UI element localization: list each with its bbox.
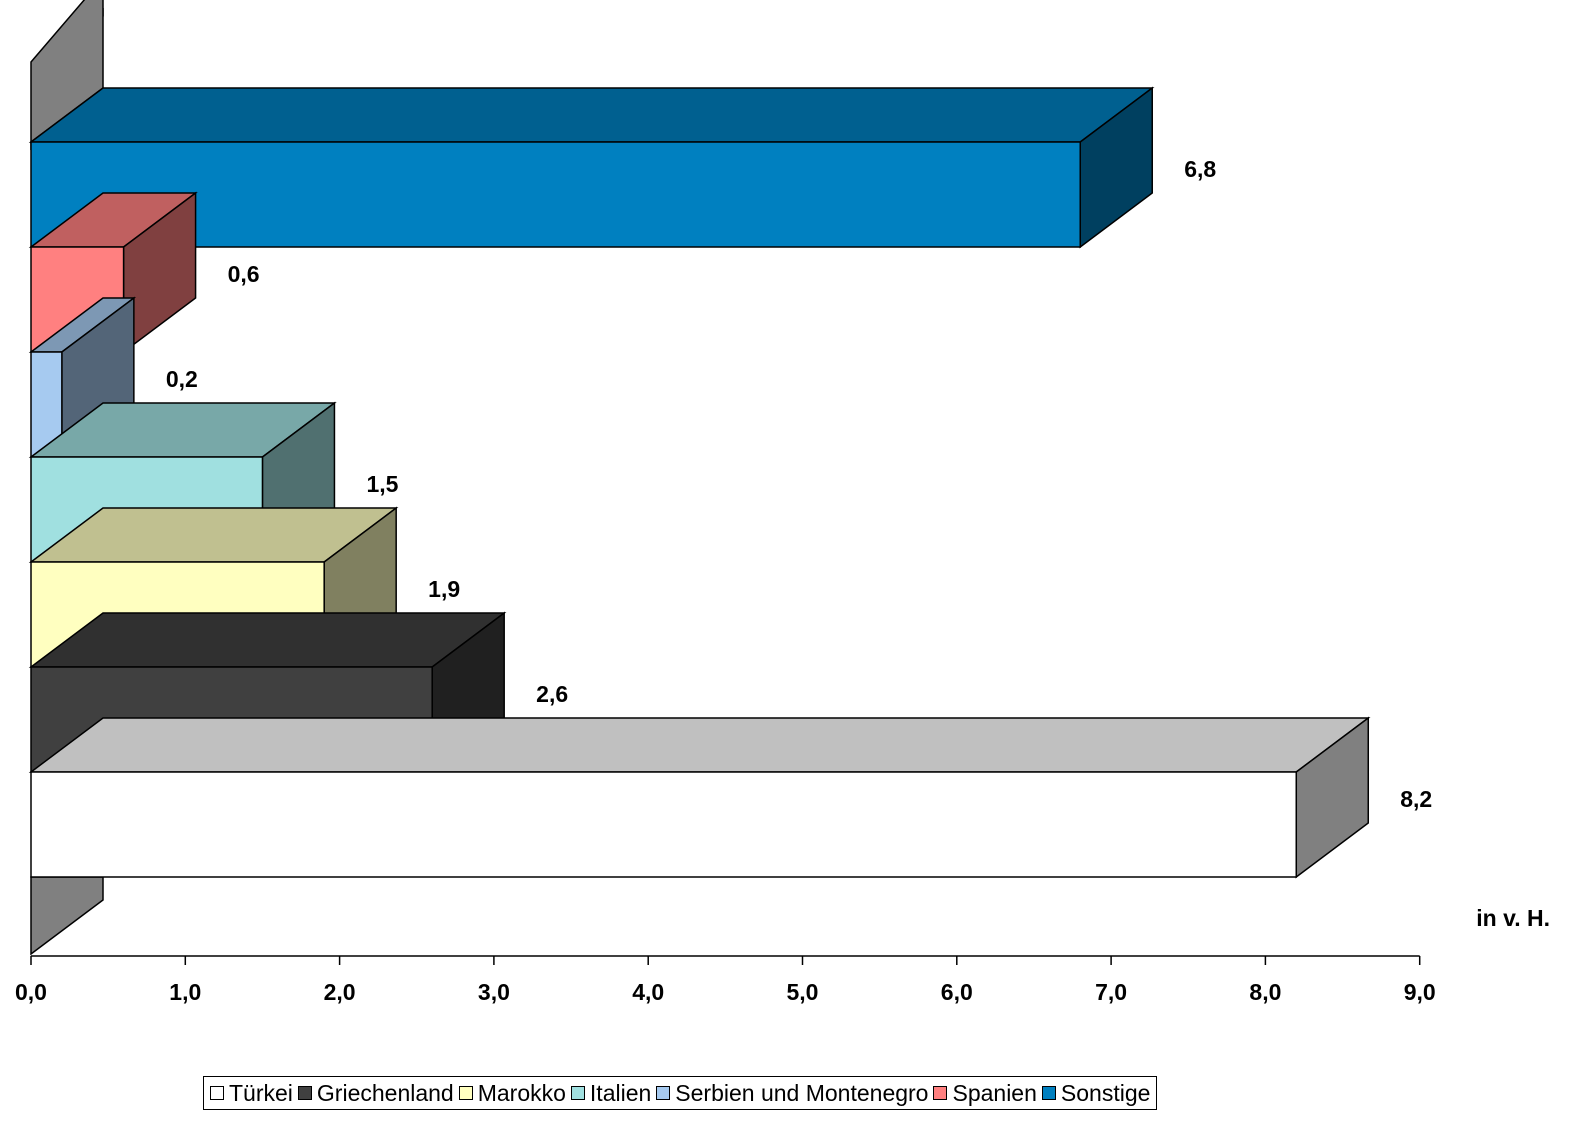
legend-item: Sonstige — [1041, 1079, 1151, 1107]
wall-lower-panel — [30, 876, 104, 956]
legend-item: Serbien und Montenegro — [656, 1080, 928, 1107]
legend-swatch — [570, 1086, 585, 1100]
legend-label: Türkei — [229, 1079, 293, 1106]
legend-label: Spanien — [952, 1079, 1037, 1106]
x-tick-label: 5,0 — [787, 979, 819, 1005]
legend-item: Marokko — [458, 1079, 566, 1107]
bar-spanien — [28, 191, 198, 354]
bar-front-face — [30, 141, 1081, 248]
legend-swatch — [656, 1086, 671, 1100]
data-label: 1,9 — [428, 576, 460, 602]
legend-swatch — [933, 1086, 948, 1100]
x-axis: 0,0 1,0 2,0 3,0 4,0 5,0 6,0 7,0 8,0 9,0 — [15, 955, 1436, 1005]
legend-item: Griechenland — [297, 1079, 454, 1107]
data-label: 6,8 — [1184, 156, 1216, 182]
x-tick-label: 6,0 — [941, 979, 973, 1005]
chart-wall — [30, 0, 104, 956]
bar-top-face — [28, 717, 1371, 773]
data-labels: 6,8 0,6 0,2 1,5 1,9 2,6 8,2 — [166, 156, 1432, 812]
x-tick-label: 7,0 — [1095, 979, 1127, 1005]
legend-label: Griechenland — [316, 1079, 454, 1106]
legend: Türkei Griechenland Marokko Italien Serbien … — [203, 1076, 1158, 1110]
bar-sonstige — [28, 86, 1155, 249]
data-label: 0,6 — [228, 261, 260, 287]
x-tick-label: 9,0 — [1404, 979, 1436, 1005]
legend-swatch — [210, 1086, 224, 1100]
data-label: 0,2 — [166, 366, 198, 392]
x-tick-label: 1,0 — [169, 979, 201, 1005]
x-tick-label: 0,0 — [15, 979, 47, 1005]
legend-item: Spanien — [933, 1079, 1037, 1107]
legend-item: Türkei — [210, 1080, 293, 1107]
x-axis-title: in v. H. — [1476, 905, 1550, 931]
legend-swatch — [297, 1086, 312, 1100]
data-label: 1,5 — [366, 471, 398, 497]
legend-label: Sonstige — [1060, 1079, 1151, 1106]
x-tick-label: 8,0 — [1249, 979, 1281, 1005]
legend-swatch — [458, 1086, 473, 1100]
legend-label: Marokko — [477, 1079, 566, 1106]
bar-front-face — [30, 351, 63, 458]
legend-label: Serbien und Montenegro — [675, 1079, 929, 1106]
legend-swatch — [1041, 1086, 1056, 1100]
legend-item: Italien — [570, 1079, 652, 1107]
data-label: 8,2 — [1400, 786, 1432, 812]
bar-top-face — [28, 87, 1155, 143]
bar-front-face — [30, 771, 1298, 878]
data-label: 2,6 — [536, 681, 568, 707]
x-tick-label: 3,0 — [478, 979, 510, 1005]
x-tick-label: 4,0 — [632, 979, 664, 1005]
bar-türkei — [28, 716, 1371, 879]
x-tick-label: 2,0 — [324, 979, 356, 1005]
bar-top-face — [28, 612, 507, 668]
legend-label: Italien — [589, 1079, 652, 1106]
bar-group — [28, 86, 1371, 879]
